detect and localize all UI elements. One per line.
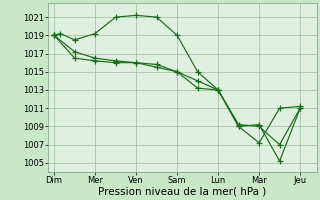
X-axis label: Pression niveau de la mer( hPa ): Pression niveau de la mer( hPa ) [98, 187, 266, 197]
